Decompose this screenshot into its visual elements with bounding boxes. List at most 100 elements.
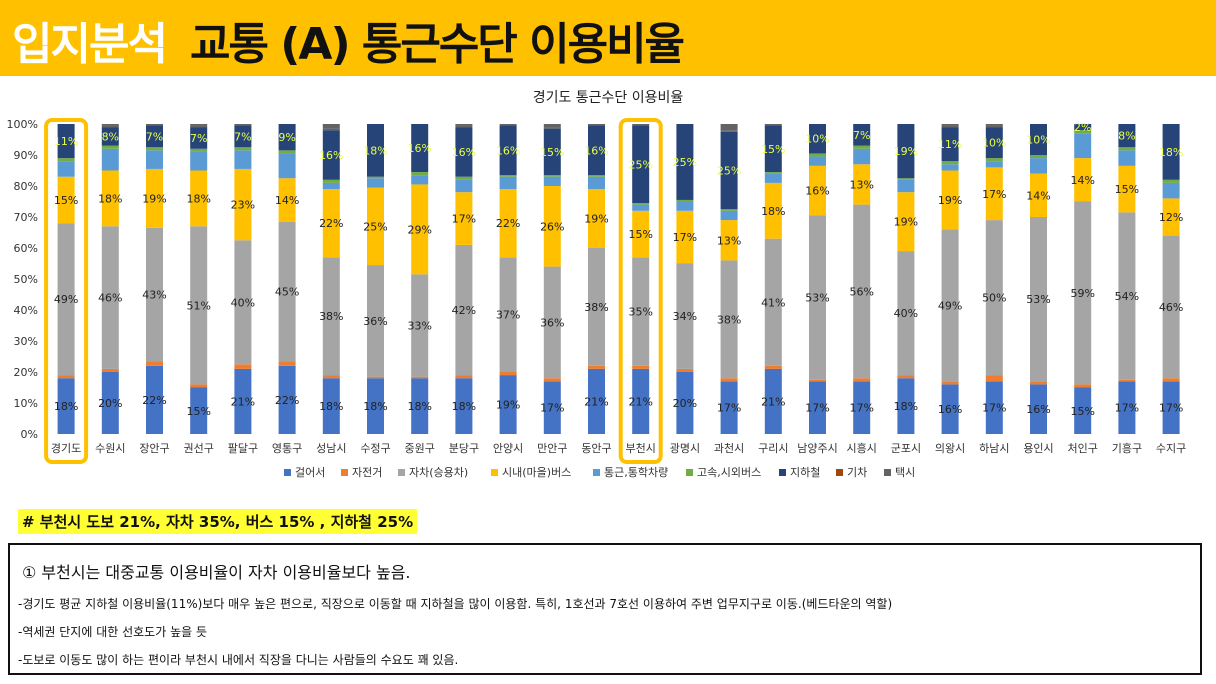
bar-segment bbox=[101, 170, 119, 227]
bar-segment bbox=[57, 223, 75, 376]
bar-segment bbox=[941, 229, 959, 382]
data-label: 15% bbox=[761, 143, 785, 156]
bar-segment bbox=[234, 147, 252, 151]
data-label: 25% bbox=[673, 156, 697, 169]
data-label: 15% bbox=[54, 194, 78, 207]
y-tick-label: 60% bbox=[14, 242, 38, 255]
bar-segment bbox=[1162, 182, 1180, 199]
notes-line-3: -도보로 이동도 많이 하는 편이라 부천시 내에서 직장을 다니는 사람들의 … bbox=[18, 653, 459, 667]
data-label: 17% bbox=[673, 231, 697, 244]
data-label: 19% bbox=[894, 216, 918, 229]
data-label: 15% bbox=[1115, 183, 1139, 196]
data-label: 18% bbox=[363, 144, 387, 157]
bar-segment bbox=[809, 381, 826, 434]
data-label: 19% bbox=[938, 194, 962, 207]
data-label: 51% bbox=[186, 299, 210, 312]
bar-segment bbox=[101, 372, 119, 434]
data-label: 23% bbox=[231, 199, 255, 212]
bar-segment bbox=[897, 192, 915, 252]
data-label: 18% bbox=[319, 400, 343, 413]
bar-segment bbox=[1118, 165, 1136, 213]
bar-segment bbox=[190, 384, 208, 388]
bar-segment bbox=[455, 378, 473, 434]
title-banner: 입지분석 교통 (A) 통근수단 이용비율 bbox=[0, 0, 1216, 76]
bar-segment bbox=[632, 203, 650, 205]
bar-segment bbox=[1030, 173, 1047, 217]
bar-segment bbox=[588, 124, 605, 126]
bar-segment bbox=[1162, 179, 1180, 183]
bar-segment bbox=[101, 145, 119, 149]
bar-segment bbox=[322, 378, 340, 434]
bar-segment bbox=[853, 164, 871, 205]
bar-segment bbox=[588, 175, 605, 177]
data-label: 54% bbox=[1115, 290, 1139, 303]
data-label: 8% bbox=[1118, 130, 1135, 143]
bar-segment bbox=[941, 384, 959, 434]
data-label: 10% bbox=[982, 137, 1006, 150]
category-label: 경기도 bbox=[51, 442, 81, 455]
bar-segment bbox=[1118, 379, 1136, 382]
bar-segment bbox=[322, 130, 340, 180]
bar-segment bbox=[499, 175, 517, 177]
y-tick-label: 0% bbox=[21, 428, 38, 441]
bar-segment bbox=[1118, 212, 1136, 380]
bar-segment bbox=[809, 215, 826, 380]
category-label: 분당구 bbox=[449, 442, 479, 455]
bar-segment bbox=[676, 199, 694, 202]
bar-segment bbox=[499, 176, 517, 190]
bar-segment bbox=[853, 378, 871, 382]
bar-segment bbox=[1162, 198, 1180, 236]
y-tick-label: 10% bbox=[14, 397, 38, 410]
data-label: 14% bbox=[275, 194, 299, 207]
bar-segment bbox=[809, 153, 826, 157]
bar-segment bbox=[322, 375, 340, 379]
bar-segment bbox=[455, 127, 473, 177]
bar-segment bbox=[764, 173, 782, 183]
category-label: 기흥구 bbox=[1112, 441, 1142, 455]
bar-segment bbox=[764, 182, 782, 239]
data-label: 18% bbox=[761, 205, 785, 218]
bar-segment bbox=[809, 165, 826, 216]
bar-segment bbox=[455, 124, 473, 126]
legend-label: 시내(마을)버스 bbox=[502, 466, 571, 479]
bar-segment bbox=[632, 368, 650, 434]
data-label: 49% bbox=[54, 293, 78, 306]
bar-segment bbox=[1162, 381, 1180, 434]
bar-segment bbox=[720, 220, 738, 261]
bar-segment bbox=[278, 153, 296, 179]
category-label: 영통구 bbox=[272, 442, 302, 455]
bar-segment bbox=[278, 365, 296, 434]
bar-segment bbox=[809, 124, 826, 154]
bar-segment bbox=[543, 381, 561, 434]
bar-segment bbox=[367, 187, 384, 266]
legend-swatch bbox=[284, 469, 291, 476]
bar-segment bbox=[455, 176, 473, 180]
category-label: 용인시 bbox=[1023, 442, 1053, 455]
bar-segment bbox=[588, 125, 605, 176]
bar-segment bbox=[322, 189, 340, 258]
legend-label: 걸어서 bbox=[295, 466, 325, 479]
data-label: 18% bbox=[54, 400, 78, 413]
data-label: 22% bbox=[496, 217, 520, 230]
legend-swatch bbox=[398, 469, 405, 476]
bar-segment bbox=[588, 365, 605, 369]
bar-segment bbox=[146, 147, 163, 151]
data-label: 18% bbox=[98, 192, 122, 205]
category-label: 부천시 bbox=[626, 441, 656, 455]
data-label: 29% bbox=[407, 223, 431, 236]
bar-segment bbox=[543, 175, 561, 177]
bar-segment bbox=[367, 265, 384, 377]
data-label: 17% bbox=[540, 402, 564, 415]
bar-segment bbox=[941, 164, 959, 171]
bar-segment bbox=[190, 170, 208, 227]
bar-segment bbox=[676, 368, 694, 372]
bar-segment bbox=[941, 125, 959, 128]
legend-label: 자차(승용차) bbox=[409, 466, 468, 479]
category-label: 팔달구 bbox=[228, 442, 258, 455]
bar-segment bbox=[985, 220, 1003, 376]
bar-segment bbox=[411, 376, 429, 379]
bar-segment bbox=[853, 145, 871, 149]
bar-segment bbox=[190, 226, 208, 385]
data-label: 16% bbox=[407, 142, 431, 155]
legend-label: 통근,통학차량 bbox=[604, 466, 668, 479]
